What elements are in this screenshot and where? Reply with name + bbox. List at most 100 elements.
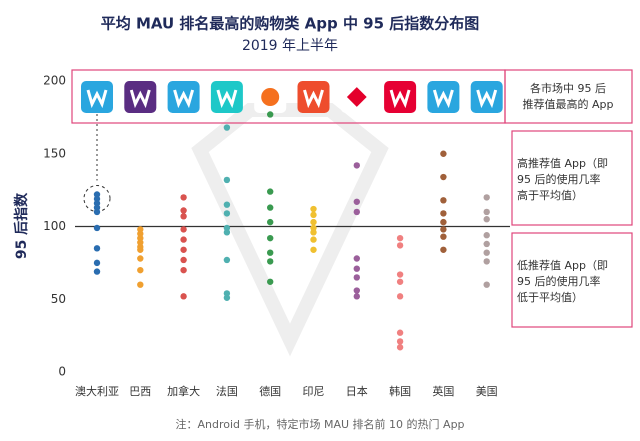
- dot: [180, 266, 187, 274]
- watermark: [191, 103, 389, 357]
- annotation-low: 低推荐值 App（即: [517, 258, 608, 272]
- dot: [223, 124, 231, 131]
- y-tick-label: 50: [51, 292, 66, 306]
- dot: [440, 218, 447, 226]
- app-icon-glyph: [216, 89, 238, 109]
- annotation-low: 低于平均值）: [517, 291, 583, 304]
- dot: [267, 249, 274, 256]
- dot: [310, 218, 317, 226]
- dot: [396, 293, 404, 300]
- annotation-low: 95 后的使用几率: [517, 274, 601, 288]
- dot: [223, 229, 231, 236]
- dot: [396, 242, 404, 249]
- dot: [353, 208, 360, 216]
- dot: [137, 266, 144, 274]
- app-icon-glyph: [261, 88, 280, 106]
- dot: [180, 226, 187, 233]
- x-tick-label: 韩国: [389, 384, 411, 398]
- x-tick-label: 英国: [432, 384, 454, 398]
- chart-subtitle: 2019 年上半年: [242, 38, 338, 54]
- y-tick-label: 0: [58, 365, 66, 379]
- chart-title: 平均 MAU 排名最高的购物类 App 中 95 后指数分布图: [101, 15, 480, 33]
- high-note-box: [511, 130, 633, 226]
- x-tick-label: 日本: [346, 384, 368, 398]
- dot: [267, 204, 274, 211]
- dot: [483, 258, 490, 265]
- annotation-high: 高于平均值）: [517, 188, 583, 202]
- footnote: 注：Android 手机，特定市场 MAU 排名前 10 的热门 App: [175, 417, 464, 431]
- annotation-top_app: 推荐值最高的 App: [523, 97, 614, 111]
- dot: [396, 271, 404, 278]
- dot: [396, 278, 404, 285]
- dot: [267, 234, 274, 242]
- dot: [267, 278, 274, 285]
- dot: [180, 207, 187, 214]
- dot: [396, 329, 404, 336]
- dot: [396, 234, 404, 242]
- annotation-high: 95 后的使用几率: [517, 172, 601, 186]
- dot: [267, 111, 274, 118]
- dot: [353, 198, 360, 205]
- dot: [180, 236, 187, 243]
- dot: [223, 176, 231, 184]
- y-axis-label: 95 后指数: [13, 192, 30, 259]
- dot: [396, 344, 404, 351]
- dot: [180, 194, 187, 201]
- dot: [440, 233, 447, 240]
- dot: [440, 150, 447, 157]
- dot: [353, 255, 360, 262]
- annotation-top_app: 各市场中 95 后: [530, 81, 606, 95]
- app-icon-glyph: [86, 89, 108, 109]
- x-tick-label: 澳大利亚: [75, 384, 119, 398]
- dot: [180, 293, 187, 300]
- y-tick-label: 200: [43, 74, 66, 88]
- x-tick-label: 法国: [216, 384, 238, 398]
- dot: [440, 210, 447, 217]
- app-icon-glyph: [389, 89, 411, 109]
- x-tick-label: 印尼: [303, 385, 325, 398]
- dot: [223, 256, 231, 264]
- dot: [223, 210, 231, 217]
- dot: [483, 240, 490, 248]
- dot: [483, 281, 490, 288]
- annotation-high: 高推荐值 App（即: [517, 156, 608, 170]
- x-tick-label: 美国: [476, 385, 498, 398]
- dot: [267, 258, 274, 265]
- dot: [93, 208, 101, 216]
- dot: [310, 246, 317, 253]
- dot: [267, 218, 274, 226]
- dot: [137, 281, 144, 288]
- dot: [483, 216, 490, 223]
- dot: [353, 293, 360, 300]
- x-tick-label: 德国: [259, 384, 281, 398]
- dot: [137, 255, 144, 262]
- dot: [137, 246, 144, 253]
- dot: [310, 205, 317, 213]
- dot: [353, 274, 360, 281]
- dot: [440, 226, 447, 233]
- dot: [310, 236, 317, 243]
- dot: [180, 246, 187, 253]
- dot: [93, 259, 101, 267]
- dot: [440, 246, 447, 253]
- app-icon-glyph: [173, 89, 195, 109]
- top-note-box: [504, 69, 633, 124]
- app-icon-glyph: [432, 89, 454, 109]
- dot: [353, 287, 360, 294]
- dot: [396, 338, 404, 345]
- low-note-box: [511, 232, 633, 328]
- app-icon-glyph: [476, 89, 498, 109]
- y-tick-label: 150: [43, 146, 66, 160]
- dot: [223, 294, 231, 301]
- dot: [483, 249, 490, 256]
- x-tick-label: 加拿大: [167, 384, 200, 398]
- dot: [310, 229, 317, 236]
- x-tick-label: 巴西: [129, 385, 151, 398]
- dot: [440, 173, 447, 181]
- app-icon-glyph: [129, 89, 151, 109]
- dot: [267, 188, 274, 195]
- app-icon-glyph: [303, 89, 324, 109]
- dot: [223, 201, 231, 208]
